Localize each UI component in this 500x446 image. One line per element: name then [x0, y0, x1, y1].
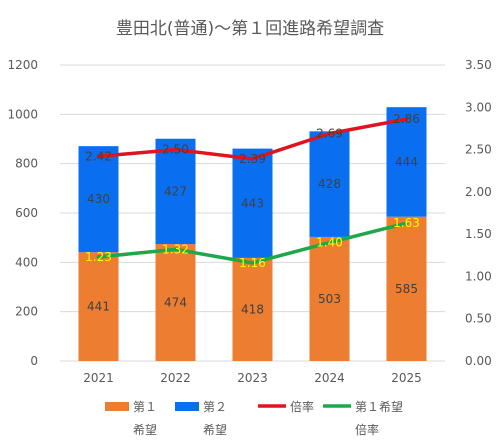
y-right-tick-label: 2.00 [465, 185, 492, 199]
line-point [96, 154, 101, 159]
legend-label: 倍率 [355, 422, 379, 437]
bar-segment [309, 236, 350, 361]
bar-segment [386, 107, 427, 217]
line-point [404, 117, 409, 121]
bar-data-label: 474 [164, 296, 187, 310]
line-data-label: 2.50 [162, 143, 189, 157]
y-left-tick-label: 200 [15, 305, 38, 319]
bar-segment [386, 216, 427, 361]
bar-segment [232, 257, 273, 361]
legend-swatch [175, 402, 199, 411]
y-right-tick-label: 0.50 [465, 312, 492, 326]
line-data-label: 2.39 [239, 152, 266, 166]
bars [78, 107, 427, 361]
lines [96, 117, 409, 265]
line-data-label: 2.86 [393, 112, 420, 126]
line-point [96, 255, 101, 259]
legend-label: 第２ [203, 400, 227, 414]
y-left-tick-label: 1000 [7, 107, 38, 121]
line-data-label: 1.32 [162, 242, 189, 256]
line-data-label: 2.69 [316, 127, 343, 141]
bar-data-label: 443 [241, 196, 264, 210]
bar-data-label: 585 [395, 282, 418, 296]
legend-label: 第１希望 [355, 399, 403, 414]
y-right-tick-label: 1.00 [465, 269, 492, 283]
y-right-tick-label: 2.50 [465, 143, 492, 157]
line-data-label: 2.42 [85, 149, 112, 163]
bar-segment [78, 252, 119, 361]
bar-data-label: 441 [87, 300, 110, 314]
line-point [327, 240, 332, 245]
line-point [250, 261, 255, 265]
legend-label: 希望 [133, 422, 157, 437]
y-right-tick-label: 0.00 [465, 354, 492, 368]
bar-data-label: 418 [241, 302, 264, 316]
x-tick-label: 2021 [83, 371, 114, 385]
y-right-tick-label: 3.00 [465, 100, 492, 114]
y-right-tick-label: 1.50 [465, 227, 492, 241]
chart-title: 豊田北(普通)～第１回進路希望調査 [116, 19, 384, 39]
line-data-label: 1.23 [85, 250, 112, 264]
bar-data-label: 444 [395, 155, 418, 169]
y-left-tick-label: 800 [15, 157, 38, 171]
line-point [250, 157, 255, 161]
x-tick-label: 2023 [237, 371, 268, 385]
line-point [173, 247, 178, 252]
line-data-label: 1.63 [393, 216, 420, 230]
line-point [173, 147, 178, 152]
bar-data-label: 428 [318, 177, 341, 191]
legend-label: 第１ [133, 400, 157, 414]
legend-label: 希望 [203, 422, 227, 437]
line-point [327, 131, 332, 136]
y-left-tick-label: 600 [15, 206, 38, 220]
legend-label: 倍率 [290, 399, 314, 414]
y-left-tick-label: 0 [30, 354, 38, 368]
axes: 0 200 400 600 800 1000 1200 0.00 0.50 1.00 1.50 2.0… [7, 58, 491, 385]
line-data-label: 1.16 [239, 256, 266, 270]
bar-segment [78, 146, 119, 253]
line-point [404, 221, 409, 225]
y-left-tick-label: 400 [15, 255, 38, 269]
bar-segment [309, 131, 350, 237]
legend-swatch [105, 402, 129, 411]
bar-segment [232, 148, 273, 258]
bar-data-label: 503 [318, 292, 341, 306]
x-tick-label: 2024 [314, 371, 345, 385]
data-labels: 441 430 474 427 418 443 503 428 585 444 2.42 2.50 2.… [85, 112, 420, 316]
x-tick-label: 2025 [391, 371, 422, 385]
x-tick-label: 2022 [160, 371, 191, 385]
bar-data-label: 427 [164, 184, 187, 198]
line-data-label: 1.40 [316, 236, 343, 250]
bar-segment [155, 244, 196, 361]
bar-data-label: 430 [87, 192, 110, 206]
y-right-tick-label: 3.50 [465, 58, 492, 72]
bar-segment [155, 138, 196, 245]
y-left-tick-label: 1200 [7, 58, 38, 72]
